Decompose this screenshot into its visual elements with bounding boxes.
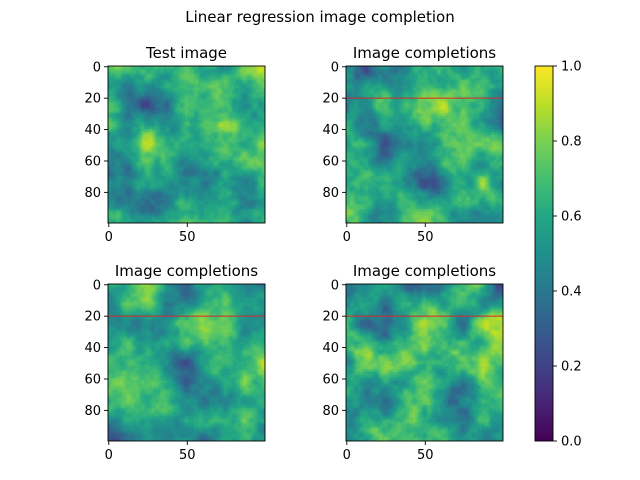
panel-2: Image completions 0 50 0 20 40 60 80 — [322, 44, 504, 245]
x-tick-label: 50 — [417, 448, 434, 463]
y-tick-label: 20 — [322, 92, 339, 107]
colorbar-tick-label: 0.8 — [561, 135, 582, 150]
y-tick-label: 20 — [84, 310, 101, 325]
axes-frame — [345, 283, 504, 442]
y-tick-label: 80 — [322, 186, 339, 201]
panel-title: Image completions — [353, 44, 496, 62]
colorbar: 0.0 0.2 0.4 0.6 0.8 1.0 — [534, 60, 582, 450]
panel-title: Image completions — [353, 262, 496, 280]
y-tick-label: 40 — [322, 341, 339, 356]
panel-1: Test image 0 50 0 20 40 60 80 — [84, 44, 266, 245]
y-tick-label: 20 — [84, 92, 101, 107]
y-tick-label: 80 — [84, 186, 101, 201]
x-tick-label: 50 — [179, 230, 196, 245]
panel-3: Image completions 0 50 0 20 40 60 80 — [84, 262, 266, 463]
heatmap-image — [346, 66, 503, 223]
axes-frame — [107, 283, 266, 442]
x-tick-label: 50 — [179, 448, 196, 463]
panel-4: Image completions 0 50 0 20 40 60 80 — [322, 262, 504, 463]
colorbar-tick-label: 0.2 — [561, 360, 582, 375]
y-tick-label: 0 — [93, 60, 101, 75]
y-tick-label: 0 — [331, 60, 339, 75]
y-tick-label: 60 — [84, 154, 101, 169]
x-tick-label: 0 — [343, 448, 351, 463]
colorbar-gradient — [535, 66, 553, 441]
y-tick-label: 60 — [322, 372, 339, 387]
x-tick-label: 0 — [105, 448, 113, 463]
colorbar-frame — [534, 65, 554, 442]
x-tick-label: 0 — [343, 230, 351, 245]
x-tick-label: 50 — [417, 230, 434, 245]
y-tick-label: 20 — [322, 310, 339, 325]
colorbar-tick-label: 1.0 — [561, 60, 582, 75]
panels-group: Test image 0 50 0 20 40 60 80 Image completions 0… — [84, 44, 504, 463]
y-tick-label: 0 — [331, 278, 339, 293]
y-tick-label: 40 — [322, 123, 339, 138]
y-tick-label: 60 — [84, 372, 101, 387]
panel-title: Test image — [145, 44, 227, 62]
heatmap-image — [346, 284, 503, 441]
panel-title: Image completions — [115, 262, 258, 280]
x-tick-label: 0 — [105, 230, 113, 245]
y-tick-label: 40 — [84, 123, 101, 138]
heatmap-image — [108, 66, 265, 223]
y-tick-label: 80 — [322, 404, 339, 419]
y-tick-label: 60 — [322, 154, 339, 169]
heatmap-image — [108, 284, 265, 441]
y-tick-label: 80 — [84, 404, 101, 419]
y-tick-label: 40 — [84, 341, 101, 356]
axes-frame — [107, 65, 266, 224]
colorbar-tick-label: 0.4 — [561, 285, 582, 300]
colorbar-tick-label: 0.0 — [561, 435, 582, 450]
axes-frame — [345, 65, 504, 224]
figure-suptitle: Linear regression image completion — [185, 8, 454, 26]
y-tick-label: 0 — [93, 278, 101, 293]
colorbar-tick-label: 0.6 — [561, 210, 582, 225]
